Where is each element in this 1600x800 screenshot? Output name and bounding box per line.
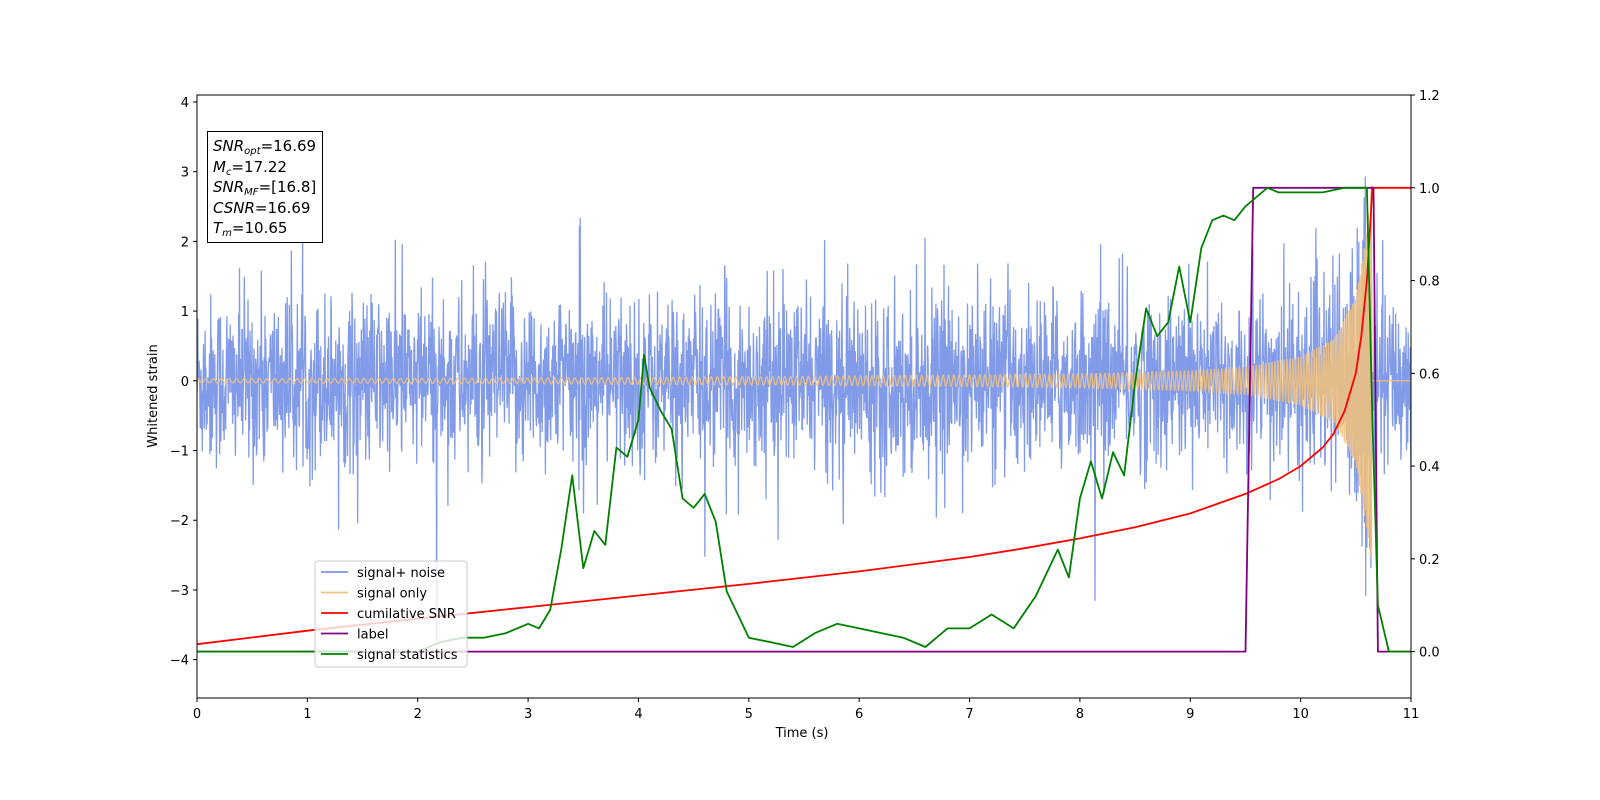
snr-mf-value: =[16.8] <box>258 178 317 196</box>
plot-area <box>197 176 1411 653</box>
snr-opt-row: SNRopt=16.69 <box>213 137 317 157</box>
y-left-tick-label: 2 <box>181 235 189 250</box>
y-right-tick-label: 0.4 <box>1419 460 1440 475</box>
y-left-tick-label: 0 <box>181 375 189 390</box>
legend: signal+ noise signal only cumilative SNR la… <box>314 560 468 668</box>
snr-opt-value: =16.69 <box>260 137 317 155</box>
x-tick-label: 8 <box>1076 707 1084 722</box>
x-tick-label: 2 <box>414 707 422 722</box>
mc-row: Mc=17.22 <box>213 157 287 178</box>
x-tick-label: 6 <box>855 707 863 722</box>
tm-value: =10.65 <box>231 219 288 237</box>
legend-frame <box>314 560 468 668</box>
y-axis-right: 1.2 1.0 0.8 0.6 0.4 0.2 0.0 <box>1411 89 1440 661</box>
y-left-tick-label: −1 <box>170 445 189 460</box>
metrics-box: SNRopt=16.69 Mc=17.22 SNRMF=[16.8] CSNR=… <box>207 131 324 243</box>
legend-label-label: label <box>357 628 388 643</box>
y-left-tick-label: −3 <box>170 584 189 599</box>
legend-signal-statistics-label: signal statistics <box>357 648 458 663</box>
y-right-tick-label: 0.0 <box>1419 646 1440 661</box>
csnr-value: =16.69 <box>254 198 311 217</box>
csnr-row: CSNR=16.69 <box>213 198 311 217</box>
y-axis-left: 4 3 2 1 0 −1 −2 −3 −4 <box>170 96 197 669</box>
x-tick-label: 9 <box>1186 707 1194 722</box>
series-cumulative-snr-line <box>197 186 1411 646</box>
snr-mf-row: SNRMF=[16.8] <box>213 178 317 198</box>
y-right-tick-label: 1.0 <box>1419 182 1440 197</box>
y-right-tick-label: 0.2 <box>1419 553 1440 568</box>
y-right-tick-label: 0.6 <box>1419 367 1440 382</box>
y-left-tick-label: 3 <box>181 166 189 181</box>
x-tick-label: 1 <box>303 707 311 722</box>
y-right-tick-label: 0.8 <box>1419 275 1440 290</box>
series-label-line <box>197 186 1411 653</box>
x-tick-label: 10 <box>1292 707 1309 722</box>
y-left-tick-label: −2 <box>170 514 189 529</box>
x-tick-label: 5 <box>745 707 753 722</box>
legend-signal-noise-label: signal+ noise <box>357 566 445 581</box>
series-signal-only-line <box>197 184 1411 557</box>
y-right-tick-label: 1.2 <box>1419 89 1440 104</box>
x-axis: 0 1 2 3 4 5 6 7 8 9 10 11 <box>193 698 1419 722</box>
x-tick-label: 11 <box>1403 707 1420 722</box>
series-signal-statistics-line <box>197 186 1411 653</box>
y-left-tick-label: −4 <box>170 654 189 669</box>
mc-value: =17.22 <box>231 157 287 176</box>
x-tick-label: 4 <box>634 707 642 722</box>
plot-frame <box>196 94 1412 699</box>
legend-signal-only-label: signal only <box>357 587 427 602</box>
x-axis-label: Time (s) <box>775 726 829 741</box>
tm-row: Tm=10.65 <box>213 219 288 239</box>
y-axis-label: Whitened strain <box>146 344 161 447</box>
y-left-tick-label: 1 <box>181 305 189 320</box>
x-tick-label: 7 <box>965 707 973 722</box>
y-left-tick-label: 4 <box>181 96 189 111</box>
series-signal-noise-line <box>197 176 1411 643</box>
legend-cumulative-snr-label: cumilative SNR <box>357 607 456 622</box>
x-tick-label: 3 <box>524 707 532 722</box>
x-tick-label: 0 <box>193 707 201 722</box>
